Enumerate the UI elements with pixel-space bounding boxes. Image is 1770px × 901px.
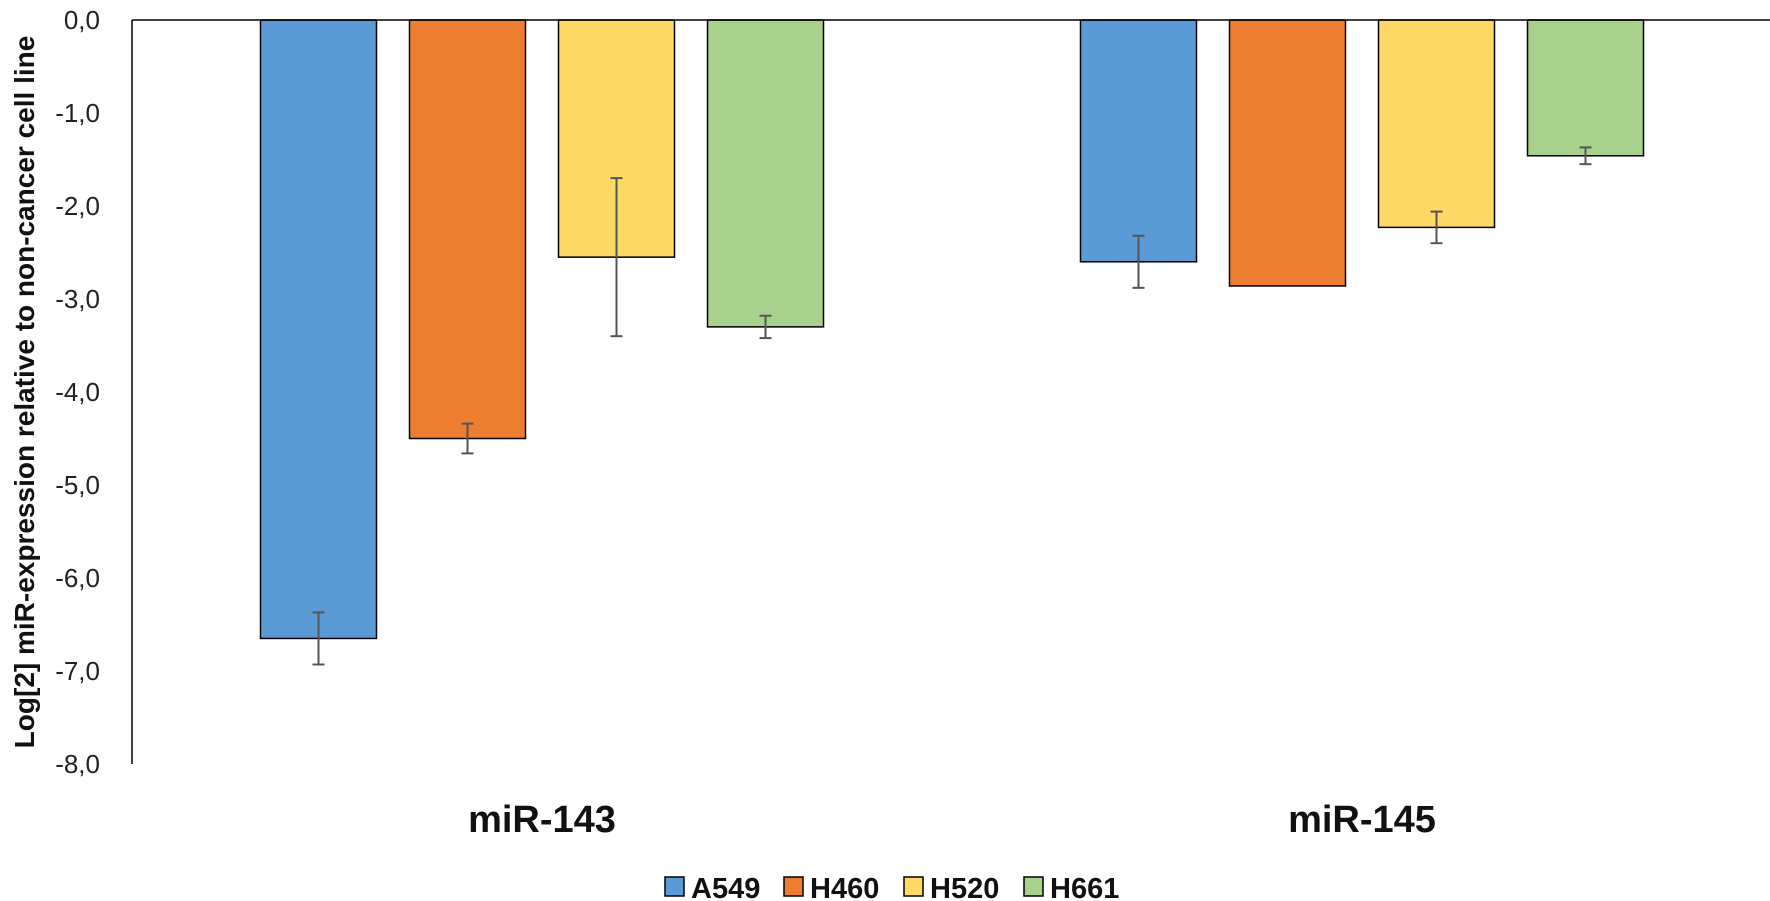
legend-swatch <box>664 876 685 897</box>
error-bar <box>759 314 772 340</box>
bar-h520-mir-145 <box>1377 19 1496 229</box>
bar-h460-mir-143 <box>408 19 527 440</box>
category-label: miR-145 <box>1288 799 1436 841</box>
category-labels: miR-143 miR-145 <box>468 799 1436 841</box>
legend-swatch <box>903 876 924 897</box>
legend-label: H460 <box>810 873 879 901</box>
y-tick-label: -6,0 <box>55 563 100 593</box>
bar-h460-mir-145 <box>1228 19 1347 287</box>
y-tick-label: -4,0 <box>55 377 100 407</box>
axes <box>131 19 1770 764</box>
error-bar <box>1132 234 1145 289</box>
y-axis-label-group: Log[2] miR-expression relative to non-ca… <box>9 36 40 749</box>
bar-a549-mir-145 <box>1079 19 1198 263</box>
bars <box>259 19 1645 640</box>
legend-item-a549: A549 <box>664 873 760 901</box>
legend-label: A549 <box>691 873 760 901</box>
y-axis-ticks: 0,0 -1,0 -2,0 -3,0 -4,0 -5,0 -6,0 -7,0 -8,0 <box>55 5 100 779</box>
y-tick-label: -8,0 <box>55 749 100 779</box>
legend-label: H661 <box>1050 873 1119 901</box>
y-tick-label: -2,0 <box>55 191 100 221</box>
legend: A549 H460 H520 H661 <box>664 873 1119 901</box>
y-axis-label: Log[2] miR-expression relative to non-ca… <box>9 36 40 749</box>
error-bars <box>312 146 1592 666</box>
bar-h661-mir-143 <box>706 19 825 328</box>
error-bar <box>610 177 623 338</box>
y-tick-label: -3,0 <box>55 284 100 314</box>
legend-item-h460: H460 <box>783 873 879 901</box>
legend-item-h661: H661 <box>1023 873 1119 901</box>
error-bar <box>1579 146 1592 166</box>
y-tick-label: -5,0 <box>55 470 100 500</box>
legend-swatch <box>1023 876 1044 897</box>
legend-item-h520: H520 <box>903 873 999 901</box>
y-tick-label: -1,0 <box>55 98 100 128</box>
error-bar <box>1430 210 1443 245</box>
bar-h661-mir-145 <box>1526 19 1645 157</box>
category-label: miR-143 <box>468 799 616 841</box>
y-tick-label: 0,0 <box>64 5 100 35</box>
error-bar <box>461 422 474 455</box>
error-bar <box>312 611 325 666</box>
legend-swatch <box>783 876 804 897</box>
bar-a549-mir-143 <box>259 19 378 640</box>
y-tick-label: -7,0 <box>55 656 100 686</box>
legend-label: H520 <box>930 873 999 901</box>
